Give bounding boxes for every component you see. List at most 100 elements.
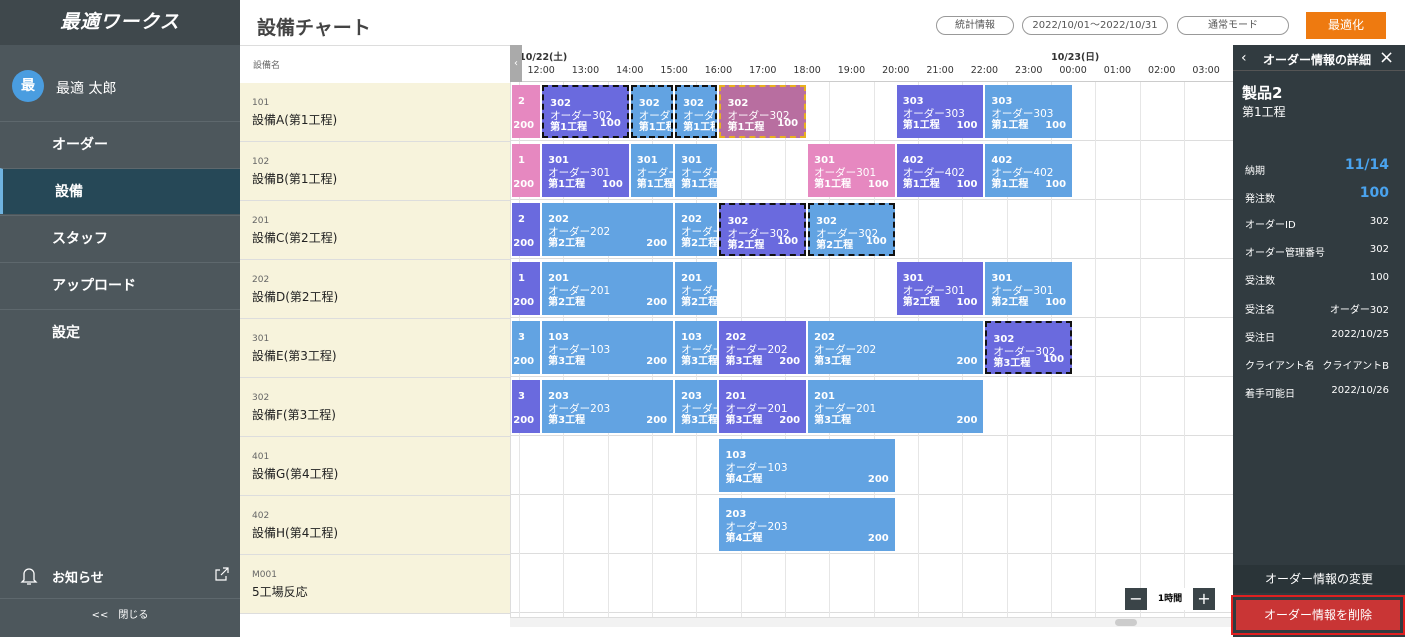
row-name: 設備C(第2工程)	[252, 231, 338, 245]
date-label: 10/22(土)	[519, 52, 568, 63]
stats-button[interactable]: 統計情報	[936, 16, 1014, 35]
menu-item[interactable]: オーダー	[0, 121, 240, 167]
bar-code: 201	[725, 391, 747, 402]
mode-button[interactable]: 通常モード	[1177, 16, 1289, 35]
bar-qty: 100	[1043, 354, 1065, 365]
gantt-bar[interactable]: 302 オーダー302 第3工程 100	[985, 321, 1073, 374]
menu-item[interactable]: スタッフ	[0, 215, 240, 261]
x-tick-label: 02:00	[1148, 65, 1176, 76]
x-tick-label: 03:00	[1192, 65, 1220, 76]
gantt-bar[interactable]: 202 オーダー202 第3工程 200	[808, 321, 984, 374]
optimize-button[interactable]: 最適化	[1306, 12, 1386, 39]
gantt-bar[interactable]: 303 オーダー303 第1工程 100	[896, 85, 984, 138]
row-code: 401	[252, 452, 270, 462]
gantt-bar[interactable]: 203 オーダー203 第4工程 200	[719, 498, 895, 551]
bar-qty: 100	[1045, 120, 1067, 131]
row-bg	[240, 83, 510, 142]
close-sidebar[interactable]: << 閉じる	[0, 598, 240, 637]
delete-button[interactable]: オーダー情報を削除	[1236, 600, 1400, 630]
bar-order: オーダー301	[991, 285, 1054, 297]
zoom-in[interactable]: +	[1193, 588, 1215, 610]
bar-qty: 200	[513, 238, 535, 249]
gantt-bar[interactable]: 103 オーダー103 第4工程 200	[719, 439, 895, 492]
date-range-button[interactable]: 2022/10/01～2022/10/31	[1022, 16, 1168, 35]
gantt-bar[interactable]: 301 オーダー301 第2工程 100	[896, 262, 984, 315]
row-line	[511, 612, 1233, 613]
gantt-bar[interactable]: 301 オーダー301 第1工程 100	[542, 144, 629, 197]
external-icon[interactable]	[215, 567, 229, 581]
bar-process: 第3工程	[681, 356, 718, 367]
row-line	[511, 494, 1233, 495]
x-tick-label: 18:00	[793, 65, 821, 76]
bar-code: 302	[993, 334, 1015, 345]
field-label: 納期	[1245, 166, 1265, 177]
gantt-bar[interactable]: 1 200	[512, 262, 541, 315]
gantt-bar[interactable]: 201 オーダー201 第2工程 200	[542, 262, 674, 315]
gantt-bar[interactable]: 201 オーダー201 第3工程 200	[719, 380, 807, 433]
gantt-bar[interactable]: 302 オーダー302 第2工程 100	[719, 203, 807, 256]
gantt-bar[interactable]: 301 オーダー301 第2工程 100	[985, 262, 1073, 315]
bar-process: 第1工程	[991, 179, 1029, 190]
gantt-bar[interactable]: 202 オーダー202 第3工程 200	[719, 321, 807, 374]
bar-code: 301	[636, 155, 658, 166]
x-tick-label: 01:00	[1103, 65, 1132, 76]
bar-qty: 200	[513, 297, 535, 308]
bar-order: オーダー301	[902, 285, 965, 297]
bar-code: 203	[681, 391, 702, 402]
gantt-bar[interactable]: 2 200	[512, 203, 541, 256]
row-bg	[240, 201, 510, 260]
bar-order: オーダー201	[725, 403, 788, 415]
zoom-out[interactable]: −	[1125, 588, 1147, 610]
row-line	[511, 140, 1233, 141]
gantt-bar[interactable]: 303 オーダー303 第1工程 100	[985, 85, 1073, 138]
gantt-bar[interactable]: 202 オーダー202 第2工程 200	[542, 203, 674, 256]
bar-qty: 100	[867, 179, 889, 190]
bar-process: 第1工程	[902, 179, 940, 190]
row-bg	[240, 260, 510, 319]
gantt-bar[interactable]: 402 オーダー402 第1工程 100	[896, 144, 984, 197]
bar-process: 第2工程	[548, 238, 586, 249]
scroll-left[interactable]: ‹	[510, 45, 522, 82]
edit-button[interactable]: オーダー情報の変更	[1233, 565, 1405, 593]
gantt-bar[interactable]: 302 オーダー302 第2工程 100	[808, 203, 895, 256]
gantt-bar[interactable]: 3 200	[512, 321, 541, 374]
notice[interactable]: お知らせ	[52, 571, 104, 586]
x-tick-label: 21:00	[926, 65, 954, 76]
gantt-bar[interactable]: 203 オーダー203 第3工程 200	[542, 380, 674, 433]
menu-item[interactable]: 設定	[0, 309, 240, 355]
h-scrollbar[interactable]	[510, 617, 1233, 627]
bar-process: 第3工程	[814, 415, 852, 426]
bar-qty: 200	[646, 415, 668, 426]
gantt-bar[interactable]: 103 オーダー103 第3工程 200	[542, 321, 674, 374]
gantt-bar[interactable]: 2 200	[512, 85, 541, 138]
close-icon[interactable]: ×	[1379, 47, 1395, 68]
gantt-bar[interactable]: 201 オーダー201 第3工程 200	[808, 380, 984, 433]
product-process: 第1工程	[1242, 105, 1286, 119]
gantt-bar[interactable]: 1 200	[512, 144, 541, 197]
gantt-bar[interactable]: 302 オーダー302 第1工程 100	[542, 85, 629, 138]
bar-order: オーダー302	[550, 110, 613, 122]
gantt-bar[interactable]: 3 200	[512, 380, 541, 433]
logo[interactable]: 最適ワークス	[0, 0, 240, 45]
menu-item[interactable]: アップロード	[0, 262, 240, 308]
date-label: 10/23(日)	[1051, 52, 1100, 63]
gantt-bar[interactable]: 402 オーダー402 第1工程 100	[985, 144, 1073, 197]
row-code: 101	[252, 98, 270, 108]
menu-item[interactable]: 設備	[0, 168, 240, 214]
gantt-bar[interactable]: 302 オーダー302 第1工程 100	[719, 85, 807, 138]
row-code: 102	[252, 157, 270, 167]
bar-process: 第1工程	[814, 179, 852, 190]
gantt-bar[interactable]: 301 オーダー301 第1工程 100	[808, 144, 895, 197]
bar-process: 第3工程	[814, 356, 852, 367]
bar-qty: 100	[1045, 297, 1067, 308]
back-icon[interactable]: ‹	[1241, 50, 1247, 66]
bar-process: 第2工程	[681, 297, 718, 308]
